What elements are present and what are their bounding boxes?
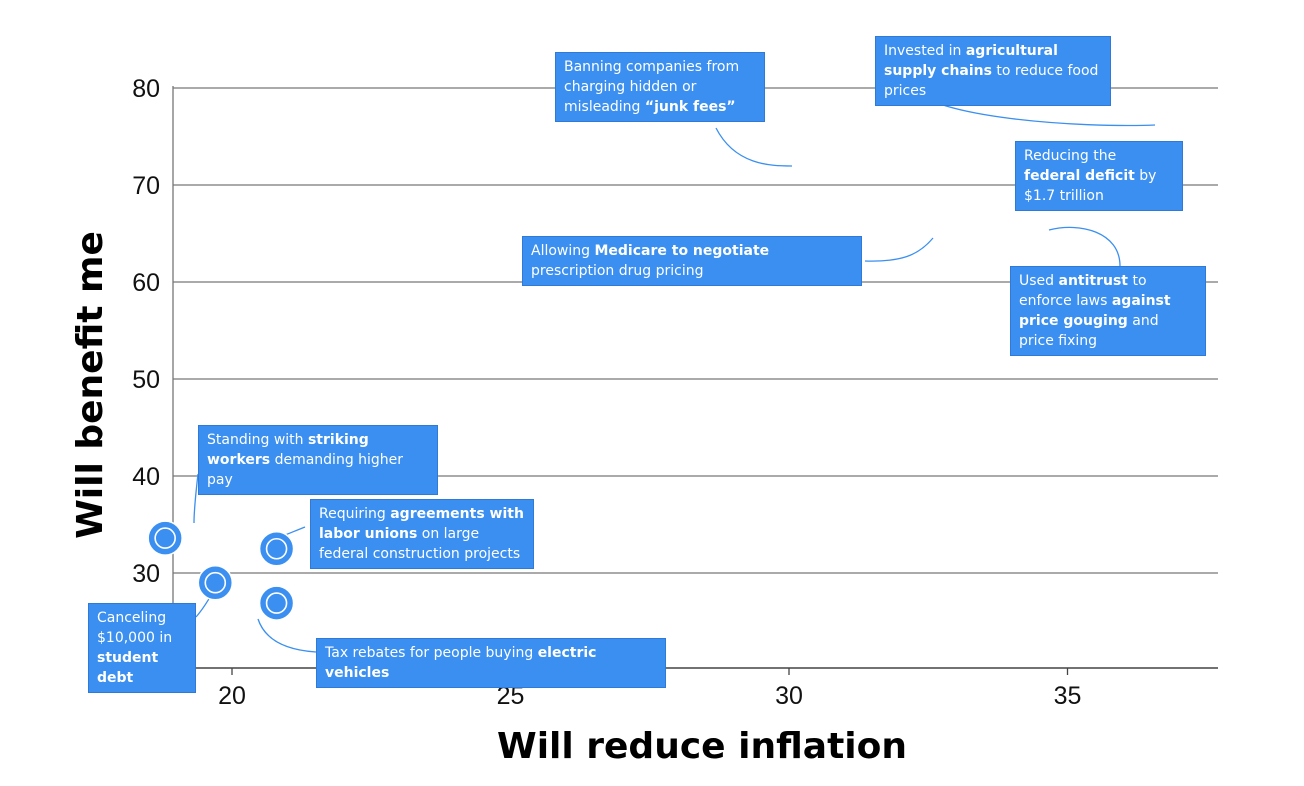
y-tick-label: 50 <box>132 366 160 394</box>
y-tick-label: 70 <box>132 172 160 200</box>
data-point-marker <box>197 564 234 601</box>
callout-text: Canceling $10,000 in <box>97 610 173 646</box>
callout-text: to enforce laws <box>1019 273 1147 309</box>
callout-text: Allowing <box>531 243 595 259</box>
hard-hat-icon <box>265 537 288 560</box>
x-tick-label: 20 <box>218 682 246 710</box>
y-tick-label: 60 <box>132 269 160 297</box>
striking-worker-icon <box>154 527 176 549</box>
leader-line <box>193 473 199 524</box>
callout-text: Used <box>1019 273 1059 289</box>
callout-label: Standing with striking workers demanding… <box>198 425 438 495</box>
callout-text: on large federal construction projects <box>319 526 521 562</box>
leader-line <box>715 127 793 167</box>
callout-text: Standing with <box>207 432 308 448</box>
data-point <box>258 531 295 567</box>
y-tick-label: 40 <box>132 463 160 491</box>
callout-label: Canceling $10,000 in student debt <box>88 603 196 693</box>
x-tick-label: 35 <box>1054 682 1082 710</box>
callout-text: Tax rebates for people buying <box>325 645 538 661</box>
data-point <box>258 585 295 621</box>
callout-label: Requiring agreements with labor unions o… <box>310 499 534 569</box>
callout-emphasis: electric vehicles <box>325 645 597 681</box>
callout-label: Tax rebates for people buying electric v… <box>316 638 666 688</box>
callout-emphasis: striking workers <box>207 432 369 468</box>
x-axis-title: Will reduce inflation <box>497 726 907 767</box>
callout-text: prescription drug pricing <box>531 263 704 279</box>
data-point <box>147 520 183 556</box>
x-tick-label: 30 <box>775 682 803 710</box>
callout-label: Used antitrust to enforce laws against p… <box>1010 266 1206 356</box>
callout-text: demanding higher pay <box>207 452 404 488</box>
callout-text: Requiring <box>319 506 391 522</box>
y-tick-label: 80 <box>132 75 160 103</box>
leader-line <box>257 618 317 653</box>
callout-emphasis: antitrust <box>1058 273 1129 289</box>
callout-label: Banning companies from charging hidden o… <box>555 52 765 122</box>
y-tick-label: 30 <box>132 560 160 588</box>
callout-text: Invested in <box>884 43 966 59</box>
callout-text: by $1.7 trillion <box>1024 168 1157 204</box>
callout-emphasis: agreements with labor unions <box>319 506 524 542</box>
electric-car-icon <box>265 592 288 614</box>
callout-emphasis: federal deficit <box>1024 168 1135 184</box>
callout-label: Allowing Medicare to negotiate prescript… <box>522 236 862 286</box>
data-point-marker <box>258 585 295 621</box>
callout-emphasis: Medicare to negotiate <box>594 243 770 259</box>
callout-emphasis: student debt <box>97 650 159 686</box>
callout-label: Reducing the federal deficit by $1.7 tri… <box>1015 141 1183 211</box>
data-point-marker <box>147 520 183 556</box>
callout-text: Reducing the <box>1024 148 1117 164</box>
y-axis: 20304050607080 <box>132 75 174 685</box>
data-points <box>147 520 295 621</box>
callout-emphasis: agricultural supply chains <box>884 43 1058 79</box>
callout-text: to reduce food prices <box>884 63 1099 99</box>
callout-text: Banning companies from charging hidden o… <box>564 59 740 115</box>
data-point <box>197 564 234 601</box>
callout-emphasis: against price gouging <box>1019 293 1171 329</box>
data-point-marker <box>258 531 295 567</box>
callout-label: Invested in agricultural supply chains t… <box>875 36 1111 106</box>
y-axis-title: Will benefit me <box>70 231 111 539</box>
graduation-cap-icon <box>204 571 227 594</box>
callout-text: and price fixing <box>1019 313 1159 349</box>
leader-line <box>1048 226 1121 267</box>
callout-emphasis: “junk fees” <box>644 99 736 115</box>
leader-line <box>864 237 934 262</box>
